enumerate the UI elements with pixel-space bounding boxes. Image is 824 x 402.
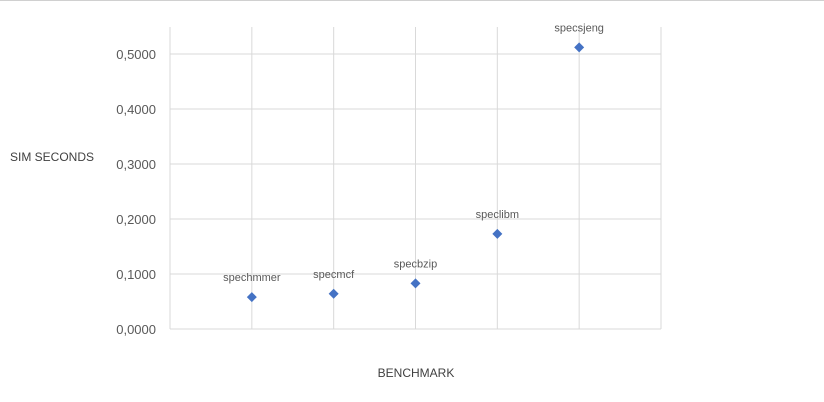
data-label-spechmmer: spechmmer: [223, 272, 281, 284]
data-label-specsjeng: specsjeng: [554, 22, 604, 34]
y-tick-label: 0,4000: [116, 102, 156, 117]
data-label-speclibm: speclibm: [476, 209, 519, 221]
data-point-specmcf: [328, 288, 339, 299]
x-axis-title: BENCHMARK: [378, 366, 455, 380]
y-tick-label: 0,2000: [116, 212, 156, 227]
data-point-spechmmer: [246, 292, 257, 303]
y-tick-label: 0,0000: [116, 322, 156, 337]
data-point-specbzip: [410, 278, 421, 289]
data-label-specbzip: specbzip: [394, 258, 437, 270]
data-points: spechmmer specmcf specbzip speclibm specsjen…: [223, 22, 604, 303]
data-point-speclibm: [492, 228, 503, 239]
data-point-specsjeng: [574, 42, 585, 53]
y-tick-label: 0,1000: [116, 267, 156, 282]
grid: [169, 27, 662, 330]
data-label-specmcf: specmcf: [313, 269, 355, 281]
y-tick-label: 0,5000: [116, 47, 156, 62]
y-axis-ticks: 0,0000 0,1000 0,2000 0,3000 0,4000 0,5000: [116, 47, 156, 337]
y-axis-title: SIM SECONDS: [10, 150, 94, 164]
y-tick-label: 0,3000: [116, 157, 156, 172]
